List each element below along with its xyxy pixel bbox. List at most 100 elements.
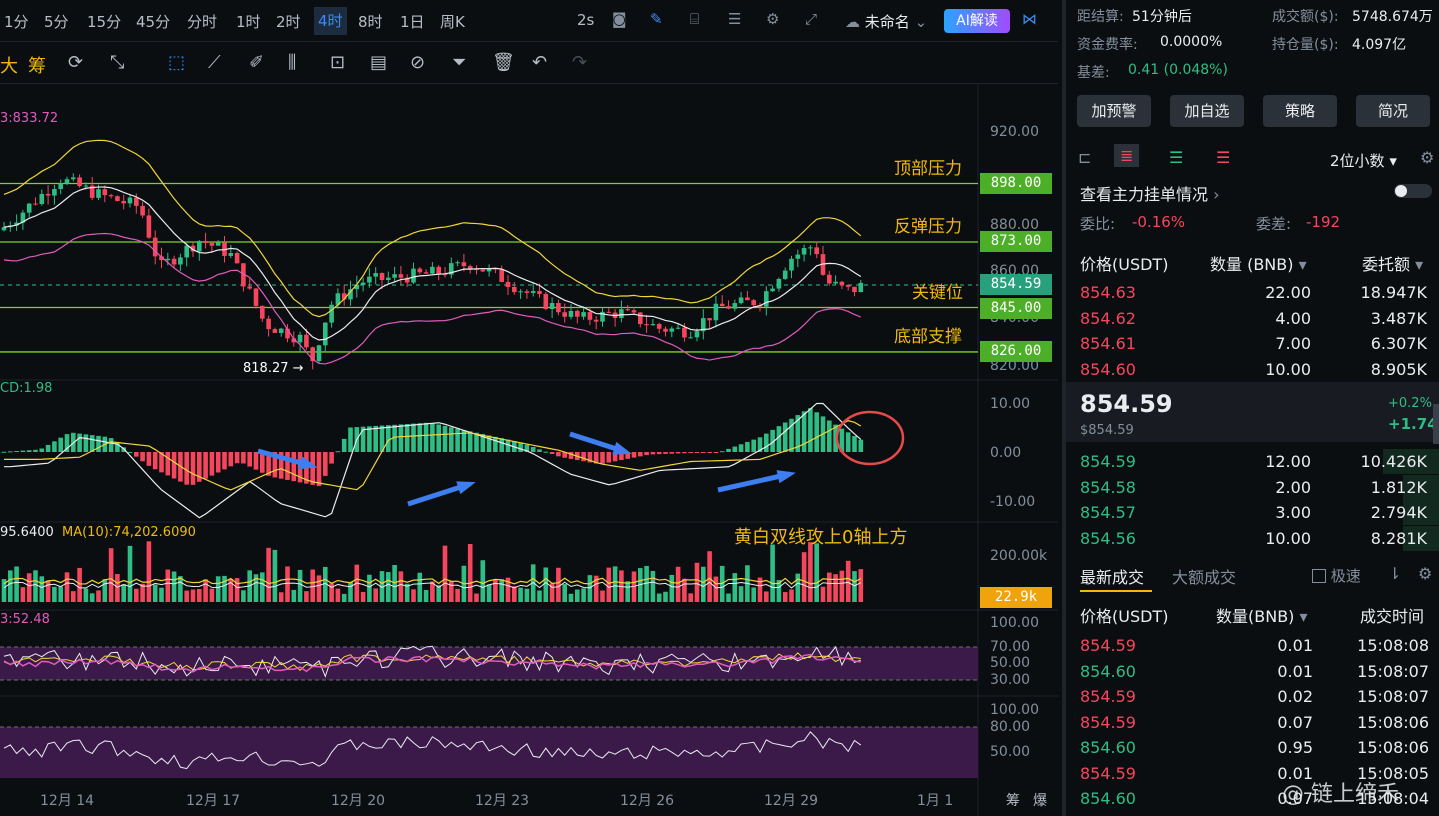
orderbook-row[interactable]: 854.63 22.00 18.947K — [1066, 280, 1439, 305]
tf-1m[interactable]: 1分 — [4, 13, 29, 31]
ruler-icon[interactable]: ⟋ — [208, 52, 221, 73]
volume-bar — [543, 567, 549, 602]
pen-icon[interactable]: ✎ — [650, 10, 663, 28]
tf-5m[interactable]: 5分 — [44, 13, 69, 31]
orderbook-row[interactable]: 854.56 10.00 8.281K — [1066, 525, 1439, 551]
overview-button[interactable]: 简况 — [1356, 95, 1430, 127]
filter-icon[interactable]: ⏷ — [452, 52, 467, 73]
tf-8h[interactable]: 8时 — [358, 13, 383, 31]
trade-row: 854.60 0.95 15:08:06 — [1066, 735, 1439, 760]
brush-icon[interactable]: ✐ — [249, 52, 265, 73]
magnet-icon[interactable]: ⊘ — [410, 52, 426, 73]
collapse-handle[interactable] — [1433, 404, 1439, 444]
chart-area[interactable]: 1分 5分 15分 45分 分时 1时 2时 4时 8时 1日 周K 2s ◙ … — [0, 0, 1058, 816]
tf-week[interactable]: 周K — [440, 13, 465, 31]
orderbook-row[interactable]: 854.57 3.00 2.794K — [1066, 500, 1439, 525]
volume-bar — [323, 566, 328, 602]
tf-1d[interactable]: 1日 — [400, 13, 425, 31]
note-icon[interactable]: ▤ — [370, 52, 388, 73]
tf-4h[interactable]: 4时 — [314, 7, 347, 35]
kdj-tick: 100.00 — [990, 702, 1039, 718]
candle-tool-icon[interactable]: ⫼ — [288, 52, 297, 73]
orderbook-bids-icon[interactable]: ☰ — [1169, 148, 1184, 167]
tab-latest-trades[interactable]: 最新成交 — [1080, 568, 1145, 587]
orderbook-row[interactable]: 854.62 4.00 3.487K — [1066, 306, 1439, 331]
add-watchlist-button[interactable]: 加自选 — [1170, 95, 1244, 127]
orderbook-asks-icon[interactable]: ☰ — [1216, 148, 1231, 167]
trade-header-qty[interactable]: 数量(BNB) ▾ — [1216, 603, 1308, 627]
volume-bar — [493, 579, 498, 602]
undo-icon[interactable]: ↶ — [532, 52, 548, 73]
trade-time: 15:08:05 — [1357, 763, 1429, 783]
candle-body — [782, 270, 788, 279]
fullscreen-icon[interactable]: ⤢ — [805, 10, 818, 28]
strategy-button[interactable]: 策略 — [1263, 95, 1337, 127]
ai-interpret-button[interactable]: AI解读 — [944, 9, 1010, 33]
macd-bar — [247, 452, 252, 467]
redo-icon[interactable]: ↷ — [572, 52, 588, 73]
chip-tool-button[interactable]: 筹 — [28, 56, 46, 77]
macd-bar — [518, 442, 523, 452]
orderbook-both-icon[interactable]: ⊏ — [1078, 148, 1092, 167]
candle-body — [600, 311, 605, 322]
orderbook-split-icon[interactable]: ≣ — [1114, 144, 1140, 167]
orderbook-row[interactable]: 854.61 7.00 6.307K — [1066, 331, 1439, 356]
tf-1h[interactable]: 1时 — [236, 13, 261, 31]
tab-large-trades[interactable]: 大额成交 — [1172, 568, 1237, 587]
share-icon[interactable]: ⋈ — [1022, 10, 1037, 28]
ob-header-qty[interactable]: 数量 (BNB) ▾ — [1210, 251, 1307, 275]
depth-toggle[interactable] — [1394, 184, 1432, 198]
macd-bar — [222, 452, 227, 470]
depth-bar — [1383, 449, 1439, 474]
candle-body — [638, 312, 643, 325]
toolbar-glyph[interactable]: 大 — [0, 56, 18, 77]
orderbook-row[interactable]: 854.59 12.00 10.426K — [1066, 449, 1439, 474]
trade-settings-icon[interactable]: ⚙ — [1418, 564, 1433, 583]
ob-header-amount[interactable]: 委托额 ▾ — [1362, 251, 1423, 275]
macd-bar — [386, 425, 391, 452]
trade-time: 15:08:04 — [1357, 789, 1429, 808]
volume-bar — [549, 583, 555, 602]
settle-label: 距结算: — [1077, 9, 1124, 25]
macd-bar — [171, 452, 177, 479]
trade-time: 15:08:07 — [1357, 687, 1429, 706]
fast-checkbox[interactable]: 极速 — [1312, 565, 1361, 586]
depth-link[interactable]: 查看主力挂单情况 › — [1080, 181, 1220, 205]
trade-qty: 0.07 — [1277, 789, 1313, 808]
liquidation-toggle[interactable]: 爆 — [1033, 793, 1047, 809]
comment-icon[interactable]: ⌸ — [690, 10, 700, 28]
chip-toggle[interactable]: 筹 — [1006, 793, 1020, 809]
low-price-marker: 818.27 → — [243, 361, 304, 376]
candle-body — [379, 273, 385, 281]
tf-15m[interactable]: 15分 — [87, 13, 122, 31]
chart-canvas[interactable] — [0, 84, 1058, 816]
layout-select[interactable]: ☁ 未命名 ⌄ — [845, 11, 927, 32]
sort-icon[interactable]: ⇂ — [1388, 564, 1402, 583]
trade-qty: 0.95 — [1277, 738, 1313, 757]
orderbook-row[interactable]: 854.60 10.00 8.905K — [1066, 357, 1439, 382]
gear-icon[interactable]: ⚙ — [766, 10, 780, 28]
camera-icon[interactable]: ◙ — [612, 10, 627, 28]
add-alert-button[interactable]: 加预警 — [1077, 95, 1151, 127]
measure-icon[interactable]: ⤡ — [110, 52, 125, 73]
macd-bar — [449, 427, 454, 452]
orderbook-row[interactable]: 854.58 2.00 1.812K — [1066, 474, 1439, 500]
list-icon[interactable]: ☰ — [728, 10, 742, 28]
lock-icon[interactable]: ⊡ — [330, 52, 346, 73]
refresh-rate[interactable]: 2s — [577, 11, 595, 29]
row-price: 854.58 — [1080, 477, 1136, 497]
cycle-icon[interactable]: ⟳ — [68, 52, 84, 73]
candle-body — [575, 310, 580, 317]
trash-icon[interactable]: 🗑 — [492, 52, 515, 73]
volume-bar — [512, 586, 517, 602]
cursor-icon[interactable]: ⬚ — [168, 52, 186, 73]
candle-body — [656, 324, 662, 329]
macd-bar — [675, 452, 681, 454]
tf-45m[interactable]: 45分 — [136, 13, 171, 31]
ob-header-price: 价格(USDT) — [1080, 255, 1169, 274]
macd-bar — [568, 452, 574, 459]
decimals-select[interactable]: 2位小数 ▾ — [1330, 150, 1397, 171]
tf-timeline[interactable]: 分时 — [187, 13, 218, 31]
settings-icon[interactable]: ⚙ — [1420, 148, 1435, 167]
tf-2h[interactable]: 2时 — [276, 13, 301, 31]
